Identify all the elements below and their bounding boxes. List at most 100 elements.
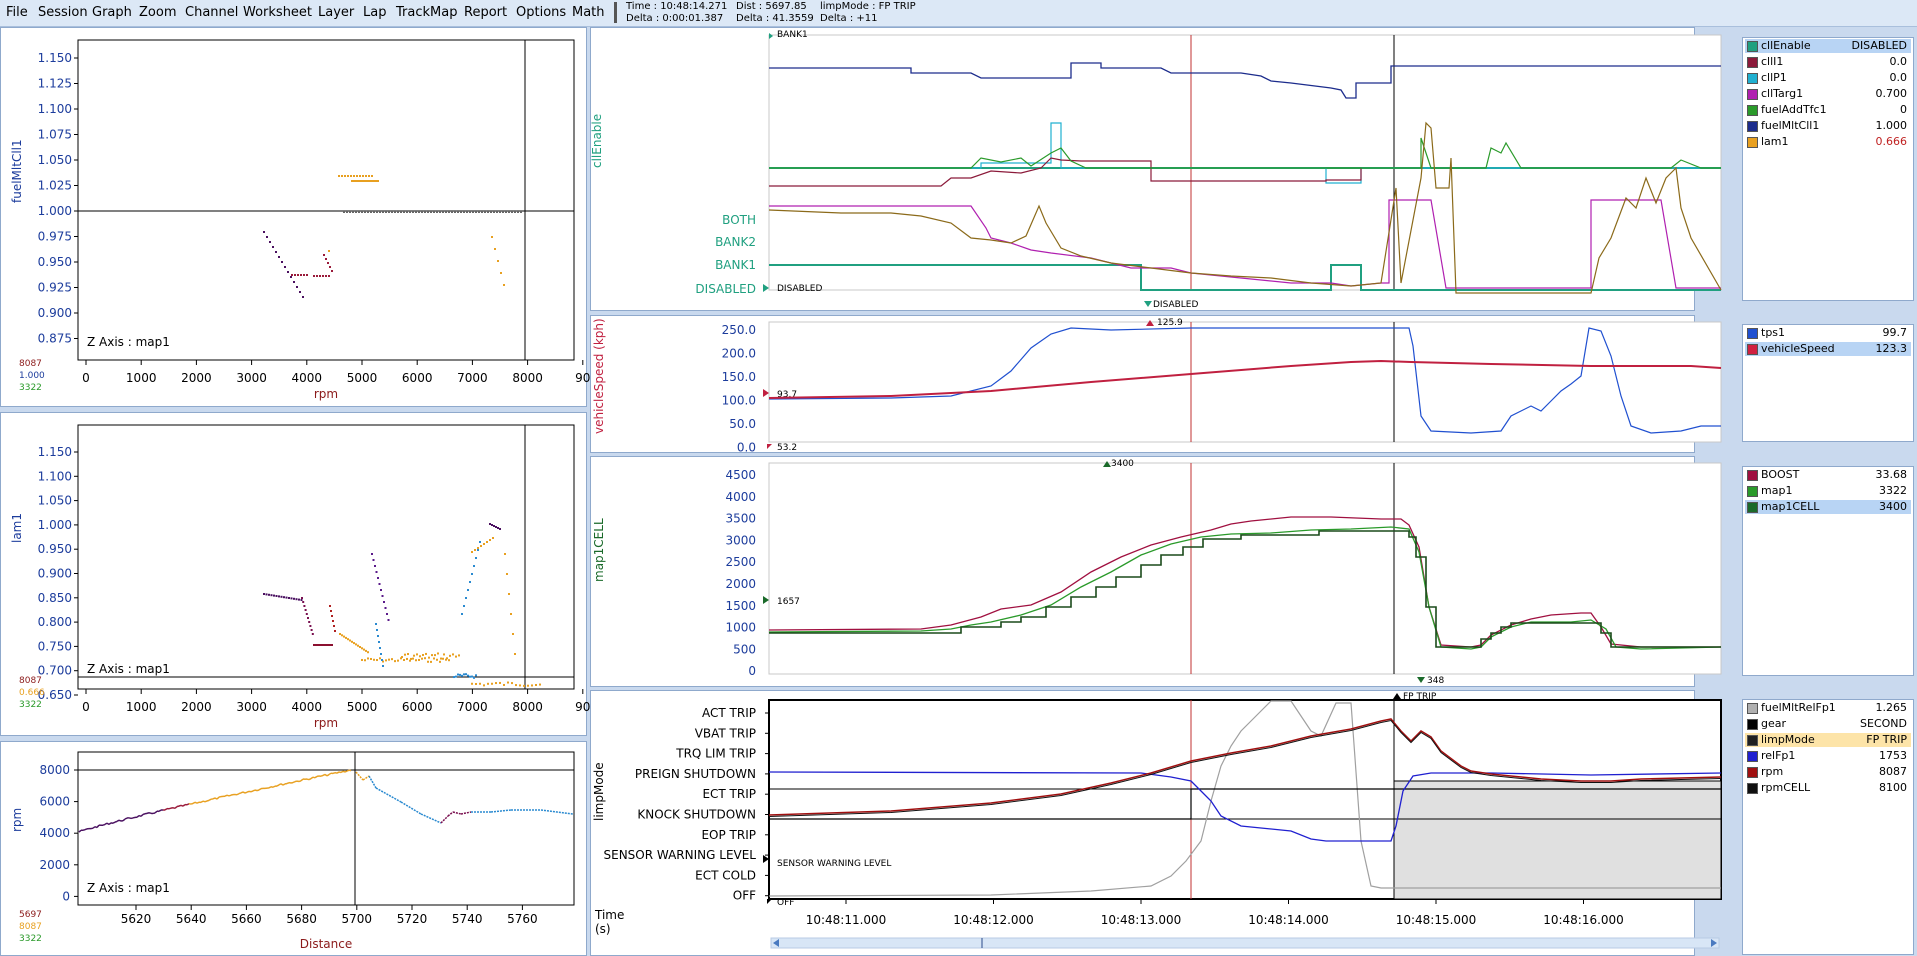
menu-options[interactable]: Options xyxy=(516,5,567,20)
scatter-rpm-svg[interactable]: 8000 6000 4000 2000 0 5620 5640 5660 5680 5700 572… xyxy=(1,742,586,955)
scatter-panel-rpm[interactable]: 8000 6000 4000 2000 0 5620 5640 5660 5680 5700 572… xyxy=(0,741,587,956)
legend-row-limpMode[interactable]: limpMode FP TRIP xyxy=(1745,733,1911,747)
trace-segment xyxy=(180,804,184,807)
data-point xyxy=(386,613,388,615)
scatter-panel-lam[interactable]: 1.150 1.100 1.050 1.000 0.950 0.900 0.850 0.800… xyxy=(0,412,590,736)
legend-row-map1[interactable]: map1 3322 xyxy=(1745,484,1911,498)
legend-channel-value: 99.7 xyxy=(1882,326,1908,339)
graph-limpmode-svg[interactable]: limpMode ACT TRIP VBAT TRIP TRQ LIM TRIP PRE… xyxy=(591,691,1722,955)
legend-row-cllTarg1[interactable]: cllTarg1 0.700 xyxy=(1745,87,1911,101)
data-point xyxy=(365,175,367,177)
graph-panel-cllenable[interactable]: cllEnable BOTH BANK2 BANK1 DISABLED BANK1 DISA… xyxy=(590,27,1722,311)
level-label: BOTH xyxy=(722,213,756,227)
data-point xyxy=(430,660,432,663)
legend-row-fuelAddTfc1[interactable]: fuelAddTfc1 0 xyxy=(1745,103,1911,117)
data-point xyxy=(493,525,495,527)
menu-math[interactable]: Math xyxy=(572,5,605,20)
legend-channel-name: fuelMltRelFp1 xyxy=(1761,701,1836,714)
data-point xyxy=(299,291,301,293)
legend-row-lam1[interactable]: lam1 0.666 xyxy=(1745,135,1911,149)
trace-segment xyxy=(252,789,256,792)
y-tick-label: 0.950 xyxy=(38,542,72,556)
trace-segment xyxy=(336,771,340,774)
menu-zoom[interactable]: Zoom xyxy=(139,5,177,20)
graph-panel-map[interactable]: map1CELL 4500 4000 3500 3000 2500 2000 1500 1000… xyxy=(590,456,1722,687)
legend-panel-3: BOOST 33.68 map1 3322 map1CELL 3400 xyxy=(1742,466,1914,676)
legend-row-cllP1[interactable]: cllP1 0.0 xyxy=(1745,71,1911,85)
plot-frame xyxy=(77,424,575,690)
data-point xyxy=(373,211,375,213)
menu-file[interactable]: File xyxy=(6,5,28,20)
legend-row-tps1[interactable]: tps1 99.7 xyxy=(1745,326,1911,340)
data-point xyxy=(478,211,480,213)
trace-segment xyxy=(320,774,324,777)
legend-swatch xyxy=(1747,751,1758,762)
legend-row-cllI1[interactable]: cllI1 0.0 xyxy=(1745,55,1911,69)
menu-lap[interactable]: Lap xyxy=(363,5,387,20)
legend-row-map1CELL[interactable]: map1CELL 3400 xyxy=(1745,500,1911,514)
readout-value: 5697 xyxy=(19,910,42,920)
y-tick-label: 0.900 xyxy=(38,306,72,320)
x-tick-label: 3000 xyxy=(236,371,267,385)
data-point xyxy=(484,211,486,213)
trace-fuelmltrelfp1 xyxy=(768,700,1721,897)
data-point xyxy=(479,541,481,543)
graph-panel-vehiclespeed[interactable]: vehicleSpeed (kph) 250.0 200.0 150.0 100.0 50… xyxy=(590,315,1722,455)
trace-segment xyxy=(306,778,310,781)
data-point xyxy=(341,634,343,637)
scatter-lam-svg[interactable]: 1.150 1.100 1.050 1.000 0.950 0.900 0.850 0.800… xyxy=(1,413,590,735)
trace-segment xyxy=(192,801,196,805)
menu-trackmap[interactable]: TrackMap xyxy=(396,5,458,20)
legend-row-fuelMltCll1[interactable]: fuelMltCll1 1.000 xyxy=(1745,119,1911,133)
menu-report[interactable]: Report xyxy=(464,5,508,20)
trace-lam1 xyxy=(768,121,1722,294)
top-marker: FP TRIP xyxy=(1403,692,1437,702)
trace-segment xyxy=(250,790,254,793)
legend-row-gear[interactable]: gear SECOND xyxy=(1745,717,1911,731)
graph-cllenable-svg[interactable]: cllEnable BOTH BANK2 BANK1 DISABLED BANK1 DISA… xyxy=(590,28,1722,310)
scatter-panel-fuel[interactable]: 1.150 1.125 1.100 1.075 1.050 1.025 1.000 0.975… xyxy=(0,27,590,407)
data-point xyxy=(349,639,351,642)
legend-row-rpmCELL[interactable]: rpmCELL 8100 xyxy=(1745,781,1911,795)
legend-row-rpm[interactable]: rpm 8087 xyxy=(1745,765,1911,779)
y-axis-title: rpm xyxy=(10,808,24,832)
data-point xyxy=(352,211,354,213)
data-point xyxy=(370,657,372,660)
graph-panel-limpmode[interactable]: limpMode ACT TRIP VBAT TRIP TRQ LIM TRIP PRE… xyxy=(590,690,1722,956)
data-point xyxy=(535,683,537,686)
x-tick-label: 8000 xyxy=(512,371,543,385)
legend-row-vehicleSpeed[interactable]: vehicleSpeed 123.3 xyxy=(1745,342,1911,356)
menu-graph[interactable]: Graph xyxy=(92,5,132,20)
x-tick-label: 5620 xyxy=(121,912,152,926)
menu-layer[interactable]: Layer xyxy=(318,5,355,20)
scroll-right-arrow xyxy=(1711,939,1717,947)
menu-worksheet[interactable]: Worksheet xyxy=(243,5,313,20)
y-tick-label: 4500 xyxy=(725,468,756,482)
legend-row-relFp1[interactable]: relFp1 1753 xyxy=(1745,749,1911,763)
menu-session[interactable]: Session xyxy=(38,5,88,20)
graph-vehiclespeed-svg[interactable]: vehicleSpeed (kph) 250.0 200.0 150.0 100.0 50… xyxy=(591,316,1722,455)
trace-segment xyxy=(178,804,182,807)
legend-swatch xyxy=(1747,719,1758,730)
data-point xyxy=(380,653,382,655)
scatter-fuel-svg[interactable]: 1.150 1.125 1.100 1.075 1.050 1.025 1.000 0.975… xyxy=(1,28,590,406)
data-point xyxy=(387,619,390,621)
trace-segment xyxy=(490,809,512,813)
legend-channel-name: vehicleSpeed xyxy=(1761,342,1835,355)
graph-map-svg[interactable]: map1CELL 4500 4000 3500 3000 2500 2000 1500 1000… xyxy=(591,457,1722,686)
trace-fueladdtfc1 xyxy=(769,137,1721,169)
data-point xyxy=(397,659,399,662)
legend-row-BOOST[interactable]: BOOST 33.68 xyxy=(1745,468,1911,482)
trace-segment xyxy=(338,771,342,774)
menu-channel[interactable]: Channel xyxy=(185,5,239,20)
trace-segment xyxy=(322,773,326,777)
data-point xyxy=(353,642,355,645)
x-tick-label: 0 xyxy=(82,371,90,385)
legend-row-fuelMltRelFp1[interactable]: fuelMltRelFp1 1.265 xyxy=(1745,701,1911,715)
data-point xyxy=(433,657,435,660)
trace-segment xyxy=(256,789,260,792)
time-scrollbar xyxy=(770,937,1720,949)
data-point xyxy=(364,211,366,213)
legend-row-cllEnable[interactable]: cllEnable DISABLED xyxy=(1745,39,1911,53)
data-point xyxy=(461,613,463,615)
